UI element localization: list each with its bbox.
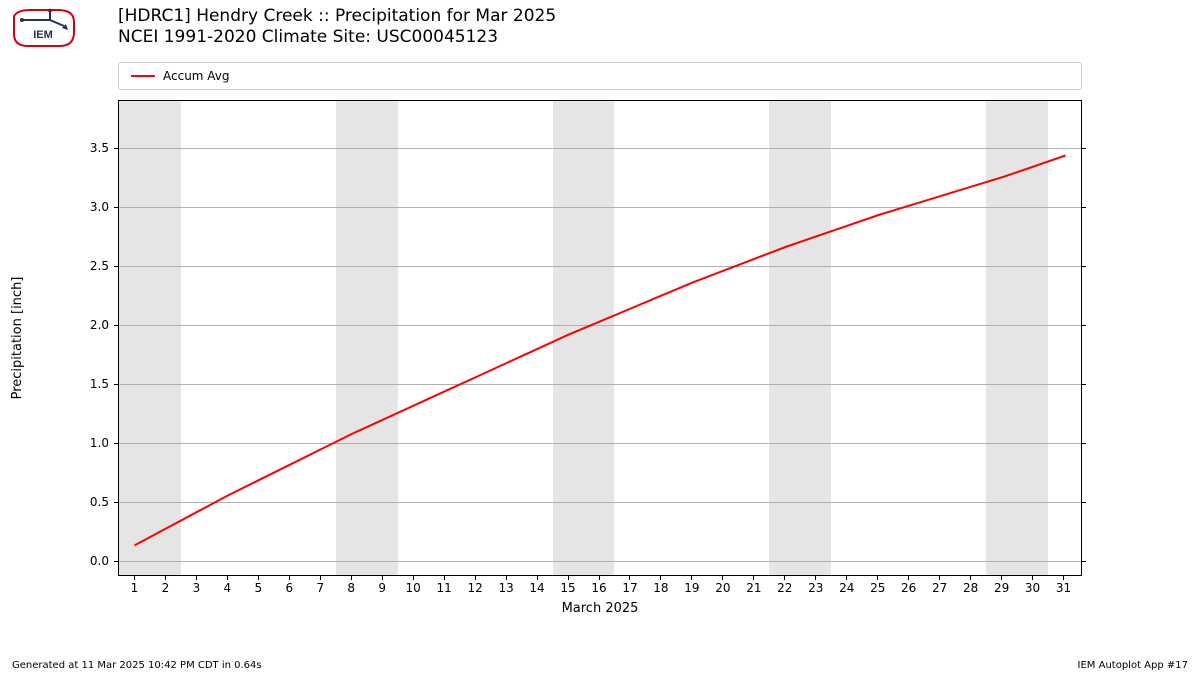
x-tick-label: 28 [963,581,978,595]
footer-generated-text: Generated at 11 Mar 2025 10:42 PM CDT in… [12,660,262,671]
x-tick-label: 25 [870,581,885,595]
x-tick-label: 22 [777,581,792,595]
x-tick-label: 6 [285,581,293,595]
x-tick-label: 30 [1025,581,1040,595]
x-tick-label: 5 [255,581,263,595]
x-tick-label: 29 [994,581,1009,595]
y-axis-label: Precipitation [inch] [10,277,25,400]
series-accum-avg [135,156,1066,546]
legend-swatch-accum-avg [131,75,155,77]
x-tick-label: 20 [715,581,730,595]
y-tick-label: 2.5 [90,259,109,273]
legend: Accum Avg [118,62,1082,90]
x-tick-label: 17 [622,581,637,595]
x-tick-label: 1 [131,581,139,595]
iem-logo: IEM [8,4,78,52]
y-tick-label: 0.5 [90,495,109,509]
y-tick-label: 2.0 [90,318,109,332]
x-tick-label: 21 [746,581,761,595]
x-tick-label: 26 [901,581,916,595]
x-tick-label: 4 [224,581,232,595]
x-tick-label: 31 [1056,581,1071,595]
y-tick-label: 3.0 [90,200,109,214]
x-tick-label: 10 [406,581,421,595]
y-tick-label: 1.5 [90,377,109,391]
x-tick-label: 18 [653,581,668,595]
footer-app-text: IEM Autoplot App #17 [1078,660,1188,671]
x-tick-label: 12 [467,581,482,595]
x-tick-label: 19 [684,581,699,595]
x-tick-label: 16 [591,581,606,595]
x-tick-label: 15 [560,581,575,595]
y-tick-label: 3.5 [90,141,109,155]
x-tick-label: 24 [839,581,854,595]
x-tick-label: 27 [932,581,947,595]
x-tick-label: 14 [529,581,544,595]
chart-title-block: [HDRC1] Hendry Creek :: Precipitation fo… [118,6,556,49]
y-tick-label: 1.0 [90,436,109,450]
plot-area: March 2025 Precipitation [inch] 0.00.51.… [118,100,1082,576]
line-layer [119,101,1081,575]
legend-label-accum-avg: Accum Avg [163,69,230,83]
chart-title-line2: NCEI 1991-2020 Climate Site: USC00045123 [118,27,556,48]
x-tick-label: 9 [378,581,386,595]
x-tick-label: 8 [347,581,355,595]
x-tick-label: 11 [437,581,452,595]
chart-title-line1: [HDRC1] Hendry Creek :: Precipitation fo… [118,6,556,27]
x-axis-label: March 2025 [562,601,639,616]
x-tick-label: 13 [498,581,513,595]
y-tick-label: 0.0 [90,554,109,568]
svg-text:IEM: IEM [33,29,53,41]
x-tick-label: 23 [808,581,823,595]
x-tick-label: 3 [193,581,201,595]
x-tick-label: 2 [162,581,170,595]
x-tick-label: 7 [316,581,324,595]
